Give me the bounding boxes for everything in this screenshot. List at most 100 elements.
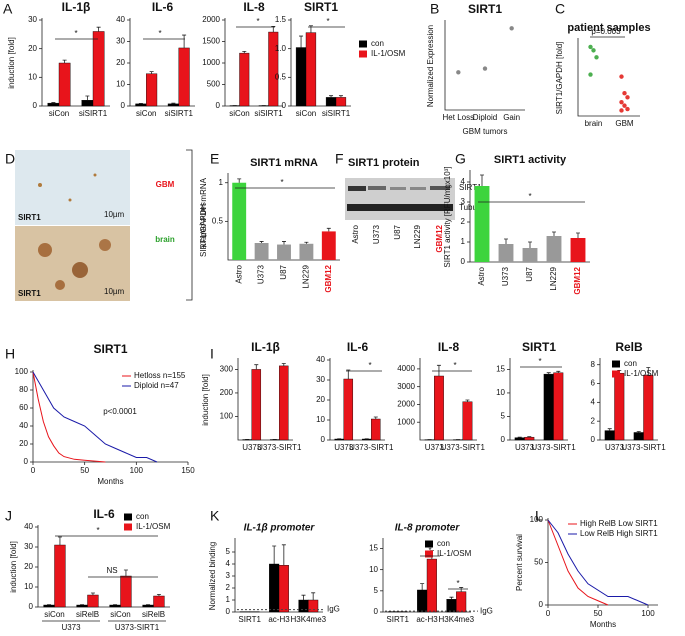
y-tick-label: 4 (591, 397, 596, 406)
error-bar (156, 594, 161, 596)
error-bar (449, 596, 454, 600)
band (390, 187, 406, 190)
y-tick-label: 100 (15, 367, 29, 376)
x-tick-label: U373-SIRT1 (531, 443, 576, 452)
y-tick-label: 5 (501, 412, 506, 421)
y-tick-label: 30 (24, 542, 33, 551)
error-bar (552, 231, 556, 236)
y-axis-label: induction [fold] (7, 37, 16, 89)
error-bar (62, 59, 67, 63)
data-point (622, 103, 627, 108)
bar (474, 186, 490, 262)
y-tick-label: 5 (374, 586, 379, 595)
y-tick-label: 3 (461, 197, 466, 206)
x-tick-label: H3K4me3 (291, 615, 327, 624)
y-tick-label: 0 (121, 101, 126, 110)
stain-blob (99, 239, 111, 251)
y-tick-label: 200 (220, 388, 234, 397)
data-point (588, 44, 593, 50)
bar (524, 436, 535, 441)
x-tick-label: siSIRT1 (79, 109, 108, 118)
group-label: U373-SIRT1 (115, 623, 160, 632)
y-tick-label: 2 (591, 416, 596, 425)
error-bar (546, 372, 551, 375)
y-tick-label: 1500 (202, 37, 220, 46)
error-bar (182, 34, 187, 48)
error-bar (301, 594, 306, 600)
bar (522, 248, 538, 262)
lane-label: U373 (372, 224, 381, 244)
x-tick-label: 50 (594, 609, 603, 618)
error-bar (171, 102, 176, 104)
y-tick-label: 2000 (397, 400, 415, 409)
blot-title: SIRT1 protein (348, 157, 420, 169)
y-axis-label: Normalized binding (208, 542, 217, 610)
x-tick-label: U373 (425, 443, 445, 452)
panel-letter: D (5, 151, 15, 167)
error-bar (465, 399, 470, 402)
y-tick-label: 0 (374, 607, 379, 616)
legend-label: con (437, 539, 450, 548)
lane-label: Astro (351, 224, 360, 243)
error-bar (311, 592, 316, 600)
y-tick-label: 20 (316, 395, 325, 404)
panel-letter: E (210, 151, 219, 167)
bar (279, 365, 289, 441)
legend-label: Low RelB High SIRT1 (580, 529, 658, 538)
y-tick-label: 10 (28, 72, 37, 81)
legend-swatch (612, 360, 620, 368)
y-tick-label: 100 (220, 412, 234, 421)
error-bar (646, 367, 651, 376)
annotation: * (453, 361, 456, 370)
lane-label: GBM12 (435, 224, 444, 252)
micrograph (15, 226, 130, 301)
chart-title: RelB (615, 340, 643, 354)
y-tick-label: 6 (591, 379, 596, 388)
annotation: * (326, 17, 329, 26)
error-bar (272, 545, 277, 564)
legend-swatch (124, 523, 132, 531)
x-tick-label: U373 (334, 443, 354, 452)
panel-f: F SIRT1 protein SIRT1 Tubulin (335, 151, 485, 220)
x-axis-label: GBM tumors (463, 127, 508, 136)
bar (278, 565, 289, 613)
panel-d: D SIRT1 SIRT1 10µm 10µm GBM brain same p… (5, 149, 208, 301)
annotation: * (428, 546, 431, 555)
bar (570, 238, 586, 262)
bar (305, 32, 317, 107)
error-bar (51, 102, 56, 104)
gbm-label: GBM (156, 180, 175, 189)
y-tick-label: 0 (24, 457, 29, 466)
survival-line (32, 371, 158, 463)
bar (87, 594, 99, 608)
x-tick-label: Het Loss (443, 113, 475, 122)
survival-line (547, 519, 609, 606)
annotation: IgG (480, 606, 493, 615)
bar (298, 599, 309, 613)
x-tick-label: 100 (130, 466, 144, 475)
y-tick-label: 2 (226, 583, 231, 592)
error-bar (556, 370, 561, 373)
band (368, 186, 386, 190)
data-point (619, 74, 624, 79)
bar (81, 100, 94, 107)
x-tick-label: siRelB (76, 610, 99, 619)
error-bar (304, 241, 309, 244)
legend-label: Hetloss n=155 (134, 371, 186, 380)
lane-label: LN229 (413, 224, 422, 248)
y-tick-label: 8 (591, 360, 596, 369)
y-tick-label: 1 (219, 178, 224, 187)
data-point (588, 72, 593, 77)
bar (543, 373, 554, 441)
y-tick-label: 0.5 (212, 216, 224, 225)
y-tick-label: 10 (116, 80, 125, 89)
y-tick-label: 1000 (202, 58, 220, 67)
y-tick-label: 1.5 (275, 15, 287, 24)
y-tick-label: 4 (461, 177, 466, 186)
error-bar (259, 241, 264, 243)
x-tick-label: ac-H3 (416, 615, 438, 624)
y-tick-label: 60 (19, 403, 28, 412)
x-tick-label: 50 (80, 466, 89, 475)
x-axis-label: Months (97, 477, 123, 486)
bar (295, 47, 307, 107)
